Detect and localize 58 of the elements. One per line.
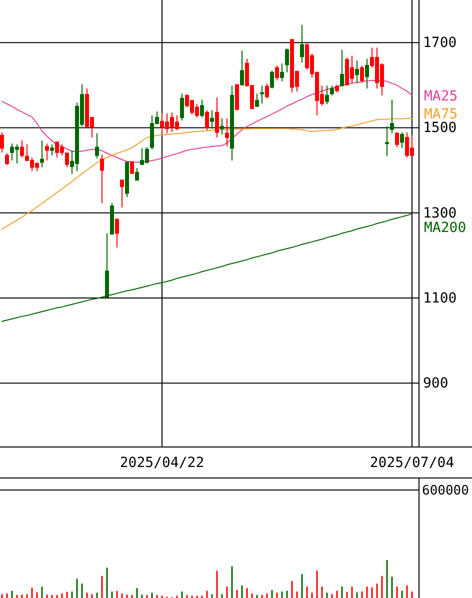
candlestick (325, 85, 329, 105)
candlestick (300, 24, 304, 64)
candlestick (95, 132, 99, 159)
candlestick (285, 48, 289, 73)
candlestick (50, 144, 54, 156)
candlestick (105, 232, 109, 298)
candlestick (365, 58, 369, 90)
line-series (2, 213, 412, 322)
candlestick (260, 85, 264, 104)
y-tick-label: 1100 (423, 290, 457, 306)
y-tick-label: 900 (423, 376, 448, 392)
candlestick (235, 84, 239, 111)
candlestick (280, 62, 284, 82)
candlestick (270, 70, 274, 90)
candlestick (110, 202, 114, 235)
series-label: MA75 (424, 106, 458, 123)
candlestick (200, 99, 204, 118)
y-tick-label: 1700 (423, 35, 457, 52)
candlestick (360, 65, 364, 84)
candlestick (130, 160, 134, 175)
candlestick (340, 49, 344, 87)
candlestick (45, 142, 49, 161)
y-tick-label: 1500 (423, 120, 457, 136)
candlestick (255, 93, 259, 107)
x-tick-label: 2025/07/04 (370, 454, 454, 471)
candlestick (395, 132, 399, 148)
candlestick (135, 168, 139, 181)
candlestick (210, 110, 214, 130)
line-series (2, 118, 412, 230)
series-label: MA200 (424, 220, 466, 236)
candlestick (385, 126, 389, 157)
candlestick (355, 60, 359, 84)
candlestick (265, 82, 269, 99)
candlestick (400, 132, 404, 149)
y-tick-label: 1300 (423, 205, 457, 222)
candlestick (100, 154, 104, 204)
candlestick (330, 85, 334, 96)
candlestick (65, 152, 69, 168)
candlestick (115, 218, 119, 248)
candlestick (120, 180, 124, 208)
candlestick (275, 65, 279, 81)
candlestick (220, 118, 224, 136)
series-label: MA25 (424, 88, 458, 104)
line-series (2, 80, 412, 163)
x-tick-label: 2025/04/22 (120, 454, 204, 471)
candlestick (125, 162, 129, 198)
candlestick (240, 50, 244, 86)
candlestick (390, 99, 394, 134)
candlestick (5, 152, 9, 166)
candlestick (0, 132, 4, 153)
candlestick (180, 93, 184, 121)
candlestick (335, 84, 339, 93)
candlestick (205, 110, 209, 131)
candlestick (225, 118, 229, 147)
candlestick (40, 140, 44, 168)
text: 600000 (422, 484, 469, 499)
candlestick (230, 85, 234, 161)
candlestick (215, 96, 219, 138)
